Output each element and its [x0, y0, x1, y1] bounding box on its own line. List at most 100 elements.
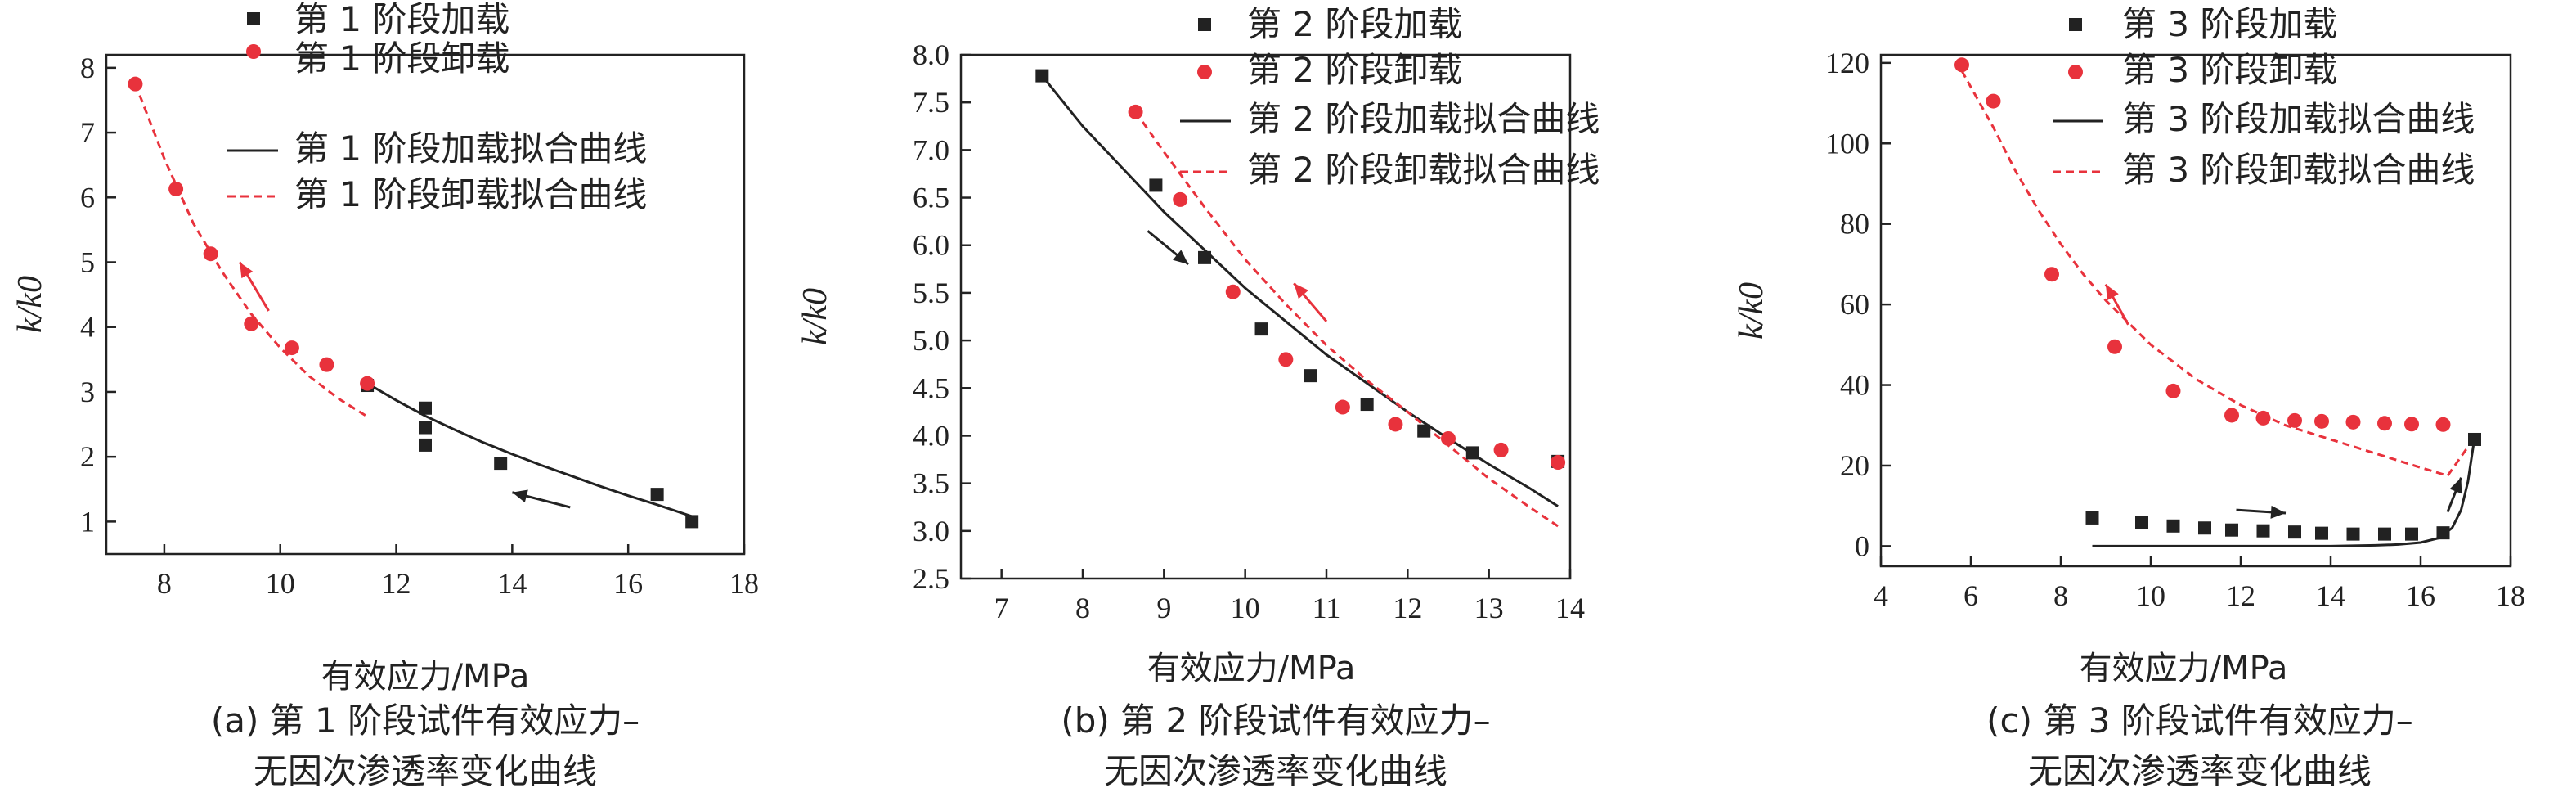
x-tick-label: 10 — [2136, 579, 2165, 612]
data-point-unloading — [128, 76, 143, 92]
data-marks — [1954, 57, 2481, 547]
direction-arrow-head — [1294, 283, 1308, 299]
data-point-unloading — [2165, 383, 2181, 398]
x-tick-label: 12 — [1393, 592, 1422, 624]
data-point-unloading — [244, 316, 259, 331]
data-point-loading — [2085, 511, 2099, 525]
y-tick-label: 8.0 — [913, 38, 949, 71]
fit-curve — [1960, 70, 2476, 478]
legend: 第 3 阶段加载 第 3 阶段卸载 第 3 阶段加载拟合曲线 第 3 阶段卸载拟… — [2053, 4, 2475, 190]
data-point-unloading — [2287, 412, 2302, 428]
y-tick-label: 6.5 — [913, 182, 949, 214]
data-point-unloading — [2107, 339, 2122, 354]
data-point-loading — [2225, 523, 2238, 537]
plot-frame — [105, 53, 746, 556]
fit-curve — [1134, 110, 1559, 528]
y-tick-label: 120 — [1825, 47, 1869, 79]
legend-label-unloading: 第 2 阶段卸载 — [1247, 50, 1462, 90]
x-tick-label: 8 — [2053, 579, 2068, 612]
y-tick-label: 7 — [80, 116, 95, 149]
legend: 第 2 阶段加载 第 2 阶段卸载 第 2 阶段加载拟合曲线 第 2 阶段卸载拟… — [1180, 4, 1600, 190]
panel-b: 7 8 9 10 11 12 13 14 2.5 3.0 3.5 4.0 4.5 5.0 5.5 6.0 6.5… — [797, 4, 1600, 791]
axis-ticks: 7 8 9 10 11 12 13 14 2.5 3.0 3.5 4.0 4.5 5.0 5.5 6.0 6.5… — [913, 38, 1585, 624]
direction-arrow-head — [2106, 284, 2119, 301]
caption-line-1: (a) 第 1 阶段试件有效应力– — [211, 700, 640, 741]
caption-line-1: (c) 第 3 阶段试件有效应力– — [1986, 700, 2413, 741]
data-point-unloading — [2345, 414, 2361, 430]
y-tick-label: 7.0 — [913, 133, 949, 166]
data-point-loading — [2468, 432, 2481, 446]
y-tick-label: 3.5 — [913, 467, 949, 500]
data-point-loading — [1465, 446, 1479, 460]
data-point-unloading — [2224, 408, 2239, 423]
data-point-loading — [2315, 526, 2328, 540]
data-point-loading — [2198, 521, 2211, 535]
data-point-unloading — [2435, 417, 2451, 432]
x-tick-label: 16 — [2406, 579, 2435, 612]
plot-frame — [959, 53, 1572, 580]
data-marks — [128, 76, 699, 529]
data-point-loading — [2135, 516, 2148, 529]
x-tick-label: 6 — [1963, 579, 1978, 612]
x-tick-label: 10 — [266, 567, 295, 600]
fit-curve — [2092, 437, 2476, 547]
y-tick-label: 3.0 — [913, 515, 949, 547]
data-point-unloading — [168, 181, 184, 196]
data-point-loading — [650, 488, 664, 502]
data-point-loading — [1254, 322, 1268, 336]
legend-marker-unloading — [246, 44, 261, 59]
legend-label-loading-fit: 第 2 阶段加载拟合曲线 — [1247, 99, 1600, 139]
data-point-loading — [2436, 526, 2450, 540]
data-point-loading — [1198, 250, 1211, 264]
data-point-unloading — [360, 376, 375, 391]
x-tick-label: 10 — [1231, 592, 1260, 624]
x-tick-label: 14 — [1555, 592, 1585, 624]
legend-marker-loading — [247, 12, 260, 25]
y-tick-label: 7.5 — [913, 86, 949, 119]
x-tick-label: 7 — [994, 592, 1009, 624]
data-point-unloading — [1278, 352, 1294, 367]
y-axis-label: k/k0 — [1733, 282, 1770, 340]
x-axis-label: 有效应力/MPa — [321, 658, 530, 696]
legend-label-unloading: 第 3 阶段卸载 — [2122, 50, 2337, 90]
y-tick-label: 2.5 — [913, 562, 949, 595]
legend-label-unloading-fit: 第 2 阶段卸载拟合曲线 — [1247, 150, 1600, 190]
data-point-unloading — [1225, 284, 1241, 299]
legend-marker-unloading — [1197, 65, 1212, 79]
panel-c: 4 6 8 10 12 14 16 18 0 20 40 60 80 100 120 有效应力/MPa k/… — [1733, 4, 2525, 791]
data-point-unloading — [1551, 455, 1566, 471]
data-point-loading — [494, 457, 508, 471]
y-axis-label: k/k0 — [11, 276, 49, 333]
data-point-loading — [419, 438, 432, 452]
direction-arrow-head — [2449, 477, 2462, 494]
data-point-loading — [1035, 69, 1049, 83]
x-axis-label: 有效应力/MPa — [2080, 650, 2288, 687]
x-tick-label: 12 — [2226, 579, 2255, 612]
data-point-unloading — [203, 246, 218, 262]
data-point-loading — [1149, 178, 1163, 192]
direction-arrow-head — [2270, 505, 2286, 519]
direction-arrow-head — [512, 489, 528, 502]
y-tick-label: 60 — [1840, 288, 1869, 321]
fit-curve — [134, 83, 368, 418]
caption-line-2: 无因次渗透率变化曲线 — [2028, 751, 2372, 791]
y-tick-label: 40 — [1840, 369, 1869, 402]
axis-ticks: 4 6 8 10 12 14 16 18 0 20 40 60 80 100 120 — [1825, 47, 2525, 612]
data-point-loading — [1417, 424, 1431, 438]
data-point-unloading — [319, 357, 334, 372]
data-point-loading — [419, 421, 432, 435]
data-point-loading — [419, 401, 432, 415]
data-point-unloading — [2044, 267, 2059, 282]
y-axis-label: k/k0 — [797, 288, 834, 345]
y-tick-label: 8 — [80, 52, 95, 84]
legend-marker-loading — [1198, 18, 1211, 31]
x-tick-label: 18 — [2496, 579, 2525, 612]
data-point-unloading — [2255, 410, 2271, 426]
y-tick-label: 5.0 — [913, 324, 949, 357]
plot-frame — [1879, 53, 2512, 568]
legend: 第 1 阶段加载 第 1 阶段卸载 第 1 阶段加载拟合曲线 第 1 阶段卸载拟… — [227, 0, 647, 214]
legend-label-unloading-fit: 第 3 阶段卸载拟合曲线 — [2122, 150, 2475, 190]
legend-marker-unloading — [2068, 65, 2083, 79]
